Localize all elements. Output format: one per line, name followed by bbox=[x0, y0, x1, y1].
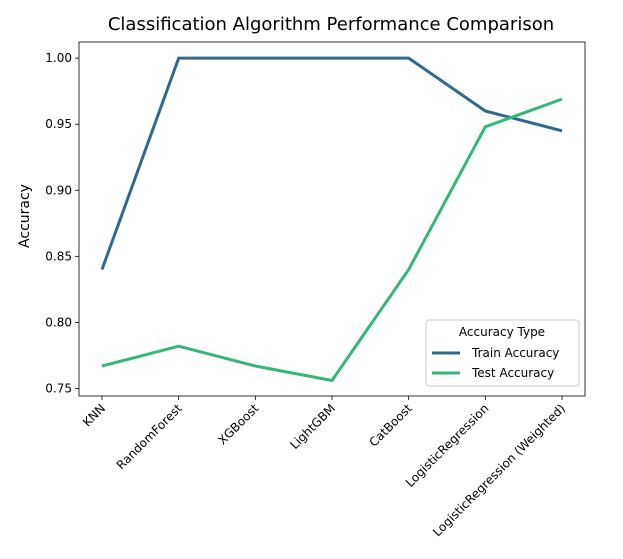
y-tick-label: 0.80 bbox=[45, 315, 72, 329]
x-tick-label: KNN bbox=[80, 401, 108, 429]
y-tick-label: 0.90 bbox=[45, 183, 72, 197]
x-tick-label: CatBoost bbox=[366, 401, 415, 450]
legend: Accuracy Type Train Accuracy Test Accurac… bbox=[425, 319, 580, 387]
legend-title: Accuracy Type bbox=[459, 325, 545, 339]
series-layer bbox=[100, 56, 563, 382]
x-tick-label: LogisticRegression bbox=[403, 401, 492, 490]
chart-title: Classification Algorithm Performance Com… bbox=[108, 14, 554, 35]
y-axis-label: Accuracy bbox=[17, 184, 33, 248]
y-tick-label: 0.85 bbox=[45, 249, 72, 263]
x-tick-label: LogisticRegression (Weighted) bbox=[430, 401, 568, 539]
legend-entry: Train Accuracy bbox=[471, 346, 559, 360]
y-tick-label: 1.00 bbox=[45, 51, 72, 65]
x-tick-label: LightGBM bbox=[287, 401, 338, 452]
legend-entry: Test Accuracy bbox=[471, 366, 554, 380]
series-line-test bbox=[101, 97, 563, 382]
y-tick-label: 0.95 bbox=[45, 117, 72, 131]
x-tick-label: XGBoost bbox=[215, 401, 261, 447]
y-tick-label: 0.75 bbox=[45, 381, 72, 395]
x-tick-label: RandomForest bbox=[114, 401, 185, 472]
series-line-train bbox=[100, 56, 563, 271]
legend-frame bbox=[425, 319, 580, 387]
